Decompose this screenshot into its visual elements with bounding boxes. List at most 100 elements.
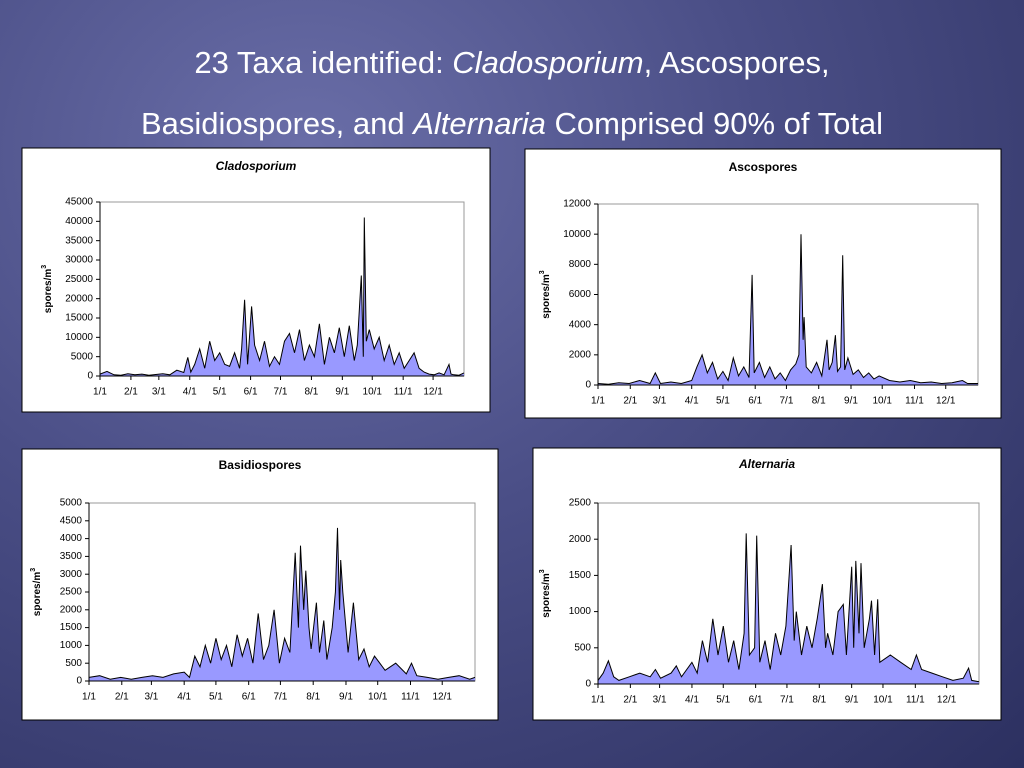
x-tick-label: 1/1 (93, 387, 107, 398)
heading-text: 23 Taxa identified: (194, 45, 453, 80)
x-tick-label: 3/1 (152, 387, 166, 398)
heading-text: Comprised 90% of Total (545, 106, 884, 141)
x-tick-label: 7/1 (779, 396, 793, 407)
y-tick-label: 2000 (569, 534, 592, 545)
x-tick-label: 12/1 (936, 396, 956, 407)
x-tick-label: 1/1 (82, 692, 96, 703)
x-tick-label: 9/1 (335, 387, 349, 398)
y-tick-label: 2000 (60, 604, 83, 615)
x-tick-label: 5/1 (716, 695, 730, 706)
x-tick-label: 11/1 (394, 387, 413, 398)
y-tick-label: 45000 (65, 197, 93, 208)
y-tick-label: 35000 (65, 235, 93, 246)
x-tick-label: 3/1 (144, 692, 158, 703)
y-axis-label-text: spores/m (541, 573, 552, 618)
y-tick-label: 25000 (65, 274, 93, 285)
x-tick-label: 6/1 (748, 396, 762, 407)
x-tick-label: 3/1 (652, 396, 666, 407)
x-tick-label: 1/1 (591, 396, 605, 407)
y-tick-label: 1000 (569, 606, 592, 617)
x-tick-label: 7/1 (273, 692, 287, 703)
heading-text: Cladosporium (452, 45, 644, 80)
x-tick-label: 4/1 (685, 396, 699, 407)
y-axis-label-text: spores/m (43, 269, 54, 314)
x-tick-label: 4/1 (177, 692, 191, 703)
x-tick-label: 10/1 (368, 692, 388, 703)
y-tick-label: 1000 (60, 640, 83, 651)
x-tick-label: 4/1 (685, 695, 699, 706)
y-tick-label: 12000 (563, 199, 591, 210)
y-tick-label: 0 (87, 371, 93, 382)
y-axis-label: spores/m3 (41, 265, 54, 313)
area-line (597, 533, 980, 683)
y-axis-label-text: spores/m (541, 274, 552, 319)
y-tick-label: 4000 (60, 533, 83, 544)
x-tick-label: 3/1 (653, 695, 667, 706)
x-tick-label: 2/1 (623, 396, 637, 407)
x-tick-label: 11/1 (401, 692, 420, 703)
plot-area (597, 203, 979, 386)
x-tick-label: 5/1 (716, 396, 730, 407)
heading-text: Basidiospores, and (140, 106, 414, 141)
x-tick-label: 2/1 (124, 387, 138, 398)
x-tick-label: 1/1 (591, 695, 605, 706)
y-tick-label: 5000 (71, 351, 94, 362)
chart-title: Alternaria (738, 457, 795, 471)
y-tick-label: 4000 (569, 319, 592, 330)
x-tick-label: 8/1 (812, 695, 826, 706)
y-tick-label: 20000 (65, 293, 93, 304)
y-axis-label-exponent: 3 (41, 265, 48, 269)
x-tick-label: 4/1 (183, 387, 197, 398)
x-tick-label: 10/1 (873, 695, 893, 706)
y-axis-label-text: spores/m (32, 572, 43, 617)
y-tick-label: 6000 (569, 289, 592, 300)
area-fill (598, 533, 979, 684)
y-tick-label: 0 (585, 380, 591, 391)
x-tick-label: 11/1 (906, 695, 925, 706)
y-tick-label: 3000 (60, 569, 83, 580)
y-tick-label: 1500 (569, 570, 592, 581)
x-tick-label: 6/1 (749, 695, 763, 706)
y-tick-label: 2500 (60, 587, 83, 598)
x-tick-label: 8/1 (306, 692, 320, 703)
x-tick-label: 6/1 (244, 387, 258, 398)
y-tick-label: 10000 (563, 229, 591, 240)
x-tick-label: 2/1 (623, 695, 637, 706)
y-tick-label: 0 (585, 679, 591, 690)
x-tick-label: 7/1 (780, 695, 794, 706)
x-tick-label: 8/1 (304, 387, 318, 398)
x-tick-label: 12/1 (423, 387, 443, 398)
y-axis-label: spores/m3 (30, 568, 43, 616)
x-tick-label: 5/1 (213, 387, 227, 398)
y-axis-label-exponent: 3 (539, 270, 546, 274)
y-tick-label: 4500 (60, 515, 83, 526)
y-tick-label: 40000 (65, 216, 93, 227)
chart-title: Basidiospores (219, 458, 302, 472)
y-axis-label: spores/m3 (539, 569, 552, 617)
x-tick-label: 12/1 (937, 695, 957, 706)
area-line (99, 217, 465, 376)
x-tick-label: 8/1 (812, 396, 826, 407)
slide-heading: 23 Taxa identified: Cladosporium, Ascosp… (0, 32, 1024, 154)
plot-area (99, 201, 465, 377)
y-tick-label: 10000 (65, 332, 93, 343)
y-tick-label: 2500 (569, 498, 592, 509)
x-tick-label: 10/1 (363, 387, 383, 398)
y-tick-label: 8000 (569, 259, 592, 270)
y-tick-label: 500 (65, 658, 82, 669)
area-line (597, 234, 978, 385)
chart-title: Ascospores (729, 160, 798, 174)
x-tick-label: 10/1 (872, 396, 892, 407)
x-tick-label: 6/1 (242, 692, 256, 703)
y-axis-label-exponent: 3 (539, 569, 546, 573)
y-tick-label: 1500 (60, 622, 83, 633)
y-tick-label: 3500 (60, 551, 83, 562)
x-tick-label: 9/1 (845, 695, 859, 706)
y-tick-label: 5000 (60, 498, 83, 509)
heading-text: Alternaria (413, 106, 546, 141)
y-tick-label: 0 (76, 676, 82, 687)
x-tick-label: 9/1 (844, 396, 858, 407)
x-tick-label: 5/1 (209, 692, 223, 703)
